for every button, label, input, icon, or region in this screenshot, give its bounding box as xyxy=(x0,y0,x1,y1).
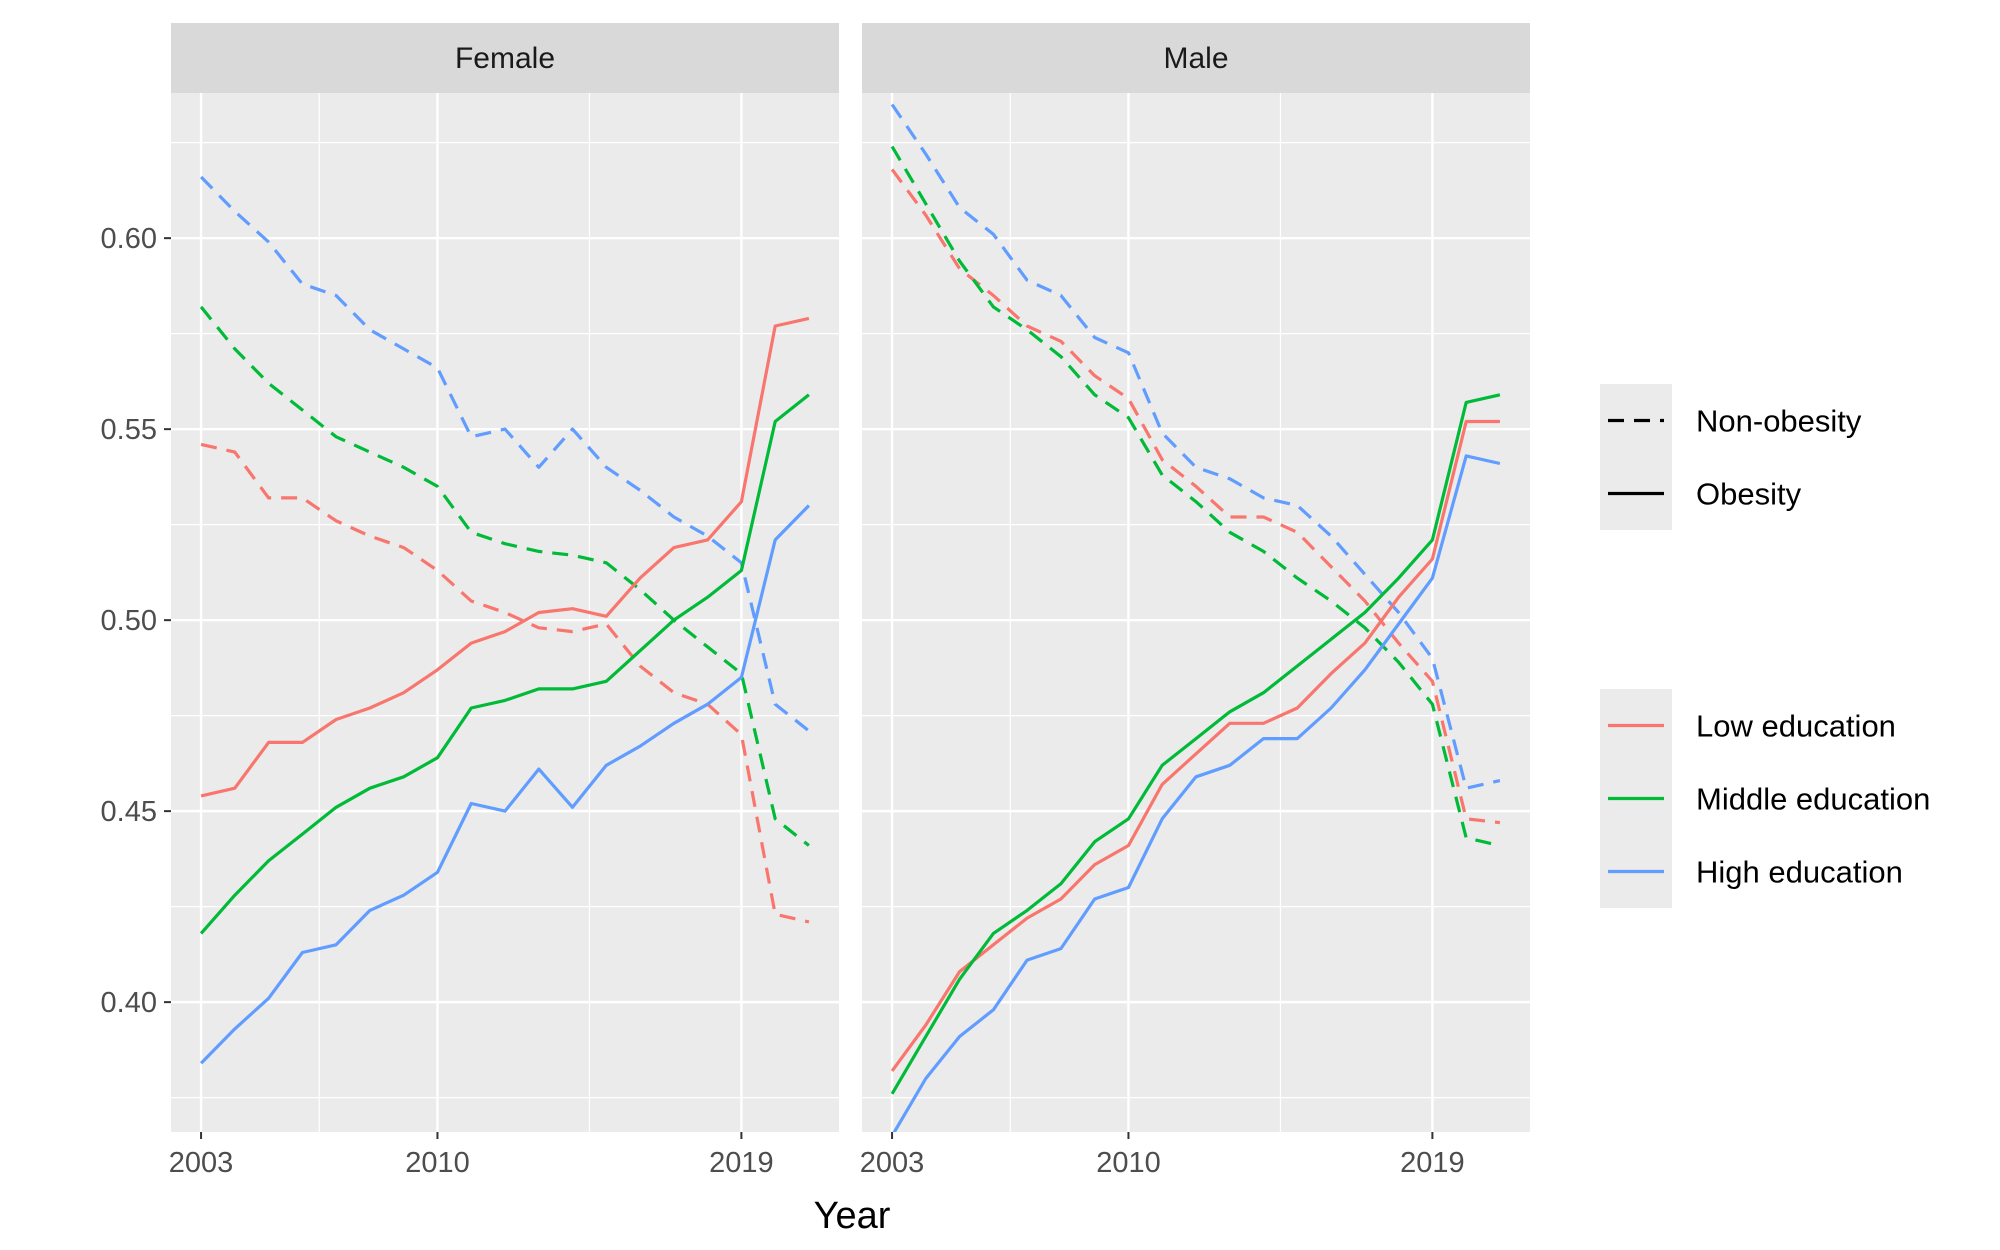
facet-panel-male: Male 2003 2010 2019 xyxy=(860,23,1530,1179)
series-line-high-education-obesity xyxy=(892,454,1501,1132)
series-line-high-education-obesity xyxy=(199,504,811,1065)
x-tick-label: 2019 xyxy=(1400,1147,1465,1179)
y-tick-label: 0.50 xyxy=(101,605,157,637)
series-line-low-education-obesity xyxy=(890,419,1500,1072)
series-line-high-education-non-obesity xyxy=(890,103,1501,790)
panel-background xyxy=(171,93,839,1132)
x-tick-label: 2019 xyxy=(709,1147,774,1179)
facet-strip xyxy=(862,23,1530,93)
facet-strip-label: Female xyxy=(455,42,555,75)
legend-key-background xyxy=(1600,384,1672,530)
x-axis-title: Year xyxy=(814,1195,891,1237)
facet-strip-label: Male xyxy=(1163,42,1228,75)
y-axis: 0.40 0.45 0.50 0.55 0.60 xyxy=(101,223,171,1019)
x-tick-label: 2003 xyxy=(169,1147,234,1179)
series-line-low-education-non-obesity xyxy=(890,168,1501,825)
legend-label: Low education xyxy=(1696,709,1896,744)
x-tick-label: 2003 xyxy=(860,1147,925,1179)
x-tick-label: 2010 xyxy=(1096,1147,1161,1179)
series-line-high-education-non-obesity xyxy=(199,175,810,733)
legend-color: Low education Middle education High educat… xyxy=(1600,689,1930,908)
x-tick-label: 2010 xyxy=(405,1147,470,1179)
series-line-middle-education-obesity xyxy=(890,393,1501,1095)
series-line-middle-education-non-obesity xyxy=(199,305,810,847)
series-line-low-education-obesity xyxy=(200,316,810,798)
facet-panel-female: Female 2003 2010 2019 xyxy=(169,23,839,1179)
y-tick-label: 0.60 xyxy=(101,223,157,255)
y-tick-label: 0.40 xyxy=(101,987,157,1019)
facet-panels: Female 2003 2010 2019 Male 2003 2010 2019 xyxy=(169,23,1530,1179)
y-tick-label: 0.45 xyxy=(101,796,157,828)
legend-linetype: Non-obesity Obesity xyxy=(1600,384,1862,530)
legend-label: High education xyxy=(1696,855,1903,890)
legend-label: Non-obesity xyxy=(1696,404,1862,439)
legend-label: Obesity xyxy=(1696,477,1802,512)
series-line-middle-education-non-obesity xyxy=(890,145,1501,848)
y-tick-label: 0.55 xyxy=(101,414,157,446)
legend-label: Middle education xyxy=(1696,782,1930,817)
facet-strip xyxy=(171,23,839,93)
series-line-middle-education-obesity xyxy=(199,393,810,935)
